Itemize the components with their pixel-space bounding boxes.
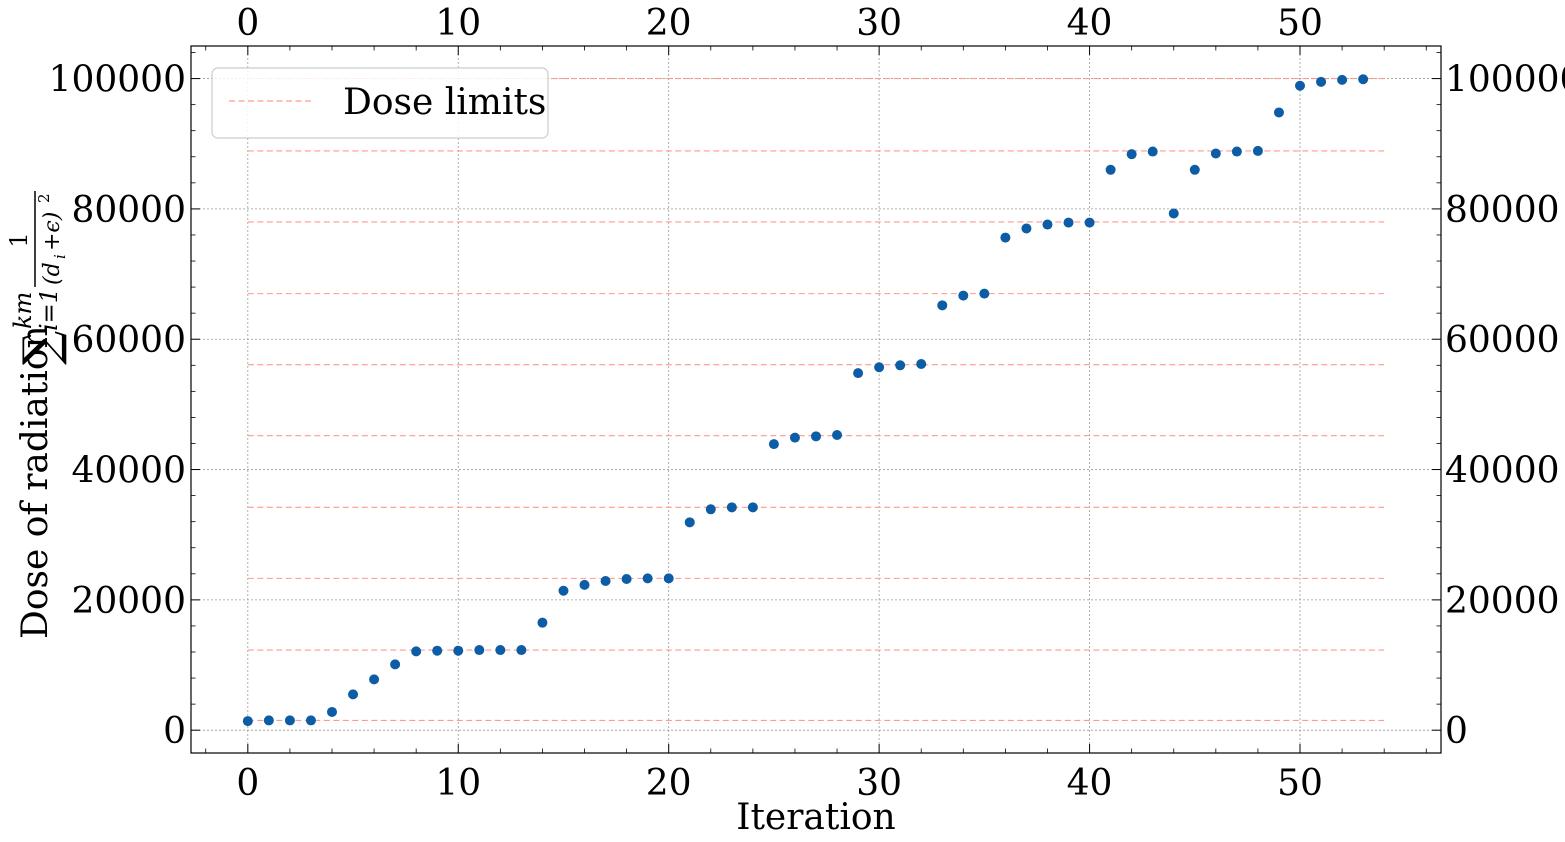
y-axis-fraction-denominator-sup: 2	[35, 193, 53, 203]
data-point	[1084, 217, 1095, 228]
y-tick-label-right: 80000	[1445, 190, 1560, 231]
data-point	[1231, 146, 1242, 157]
y-axis-sum-symbol: ∑	[13, 331, 69, 365]
data-point	[348, 689, 359, 700]
data-point	[726, 502, 737, 513]
data-point	[1358, 74, 1369, 85]
data-point	[832, 430, 843, 441]
data-point	[474, 645, 485, 656]
data-point	[284, 715, 295, 726]
data-point	[1189, 164, 1200, 175]
data-point	[747, 502, 758, 513]
data-point	[1168, 208, 1179, 219]
x-tick-label: 50	[1277, 763, 1323, 804]
data-point	[1063, 217, 1074, 228]
y-tick-label-right: 0	[1445, 711, 1468, 752]
data-point	[1042, 219, 1053, 230]
data-point	[1105, 164, 1116, 175]
data-point	[411, 646, 422, 657]
tick-labels: 0 0 10 10 20 20 30 30 40 40 50 50 0 0 20000 20000 40000 4…	[49, 3, 1565, 804]
y-tick-label-right: 40000	[1445, 451, 1560, 492]
plot-area	[191, 46, 1441, 753]
data-point	[853, 368, 864, 379]
data-point	[1210, 148, 1221, 159]
data-point	[1316, 76, 1327, 87]
data-point	[705, 504, 716, 515]
data-point	[305, 715, 316, 726]
y-tick-label: 60000	[71, 320, 186, 361]
data-point	[642, 573, 653, 584]
x-tick-label-top: 10	[435, 3, 481, 44]
data-point	[495, 645, 506, 656]
data-point	[789, 432, 800, 443]
data-point	[558, 585, 569, 596]
data-point	[874, 362, 885, 373]
plot-frame	[190, 45, 1442, 754]
x-tick-label: 10	[435, 763, 481, 804]
x-tick-label-top: 20	[646, 3, 692, 44]
data-point	[937, 300, 948, 311]
y-axis-fraction-numerator: 1	[5, 232, 33, 247]
x-tick-label-top: 30	[856, 3, 902, 44]
y-tick-label: 40000	[71, 451, 186, 492]
data-point	[895, 360, 906, 371]
data-point	[1252, 145, 1263, 156]
y-axis-fraction-denominator-rest: +ϵ)	[40, 212, 65, 251]
data-point	[958, 290, 969, 301]
data-points	[242, 74, 1369, 727]
data-point	[811, 431, 821, 442]
data-point	[1000, 232, 1011, 243]
x-tick-label: 40	[1067, 763, 1113, 804]
y-tick-label: 80000	[71, 190, 186, 231]
data-point	[1021, 223, 1032, 234]
y-axis-fraction-denominator-sub: i	[51, 254, 69, 259]
y-axis-fraction-denominator: (d	[40, 262, 65, 285]
data-point	[326, 706, 337, 717]
data-point	[621, 574, 632, 585]
data-point	[579, 579, 590, 590]
x-tick-label: 30	[856, 763, 902, 804]
data-point	[369, 674, 380, 685]
data-point	[979, 288, 990, 299]
data-point	[600, 575, 611, 586]
y-tick-label: 0	[163, 711, 186, 752]
data-point	[432, 645, 443, 656]
x-tick-label-top: 50	[1277, 3, 1323, 44]
data-point	[242, 716, 253, 727]
legend: Dose limits	[211, 67, 549, 139]
data-point	[263, 715, 274, 726]
y-tick-label: 20000	[71, 581, 186, 622]
y-tick-label: 100000	[49, 60, 186, 101]
data-point	[1337, 74, 1348, 85]
x-tick-label-top: 40	[1067, 3, 1113, 44]
y-axis-sum-lower: i=1	[35, 288, 63, 331]
data-point	[1126, 149, 1137, 160]
y-tick-label-right: 20000	[1445, 581, 1560, 622]
grid	[191, 46, 1441, 753]
data-point	[453, 645, 464, 656]
data-point	[1295, 80, 1306, 91]
data-point	[1273, 107, 1284, 118]
data-point	[684, 517, 695, 528]
data-point	[916, 358, 927, 369]
legend-box	[211, 67, 549, 139]
axis-ticks	[191, 46, 1441, 753]
data-point	[768, 439, 779, 450]
x-axis-title: Iteration	[736, 797, 896, 838]
data-point	[516, 645, 527, 656]
x-tick-label-top: 0	[236, 3, 259, 44]
y-axis-title-text: Dose of radiation	[15, 325, 56, 639]
y-axis-title: Dose of radiation ∑ km i=1 1 (d i +ϵ) 2	[5, 191, 69, 639]
x-tick-label: 20	[646, 763, 692, 804]
y-axis-sum-upper: km	[9, 292, 37, 329]
data-point	[537, 617, 548, 628]
x-tick-label: 0	[236, 763, 259, 804]
data-point	[663, 573, 674, 584]
data-point	[390, 659, 401, 670]
y-tick-label-right: 100000	[1445, 60, 1565, 101]
legend-label: Dose limits	[343, 82, 546, 123]
data-point	[1147, 146, 1158, 157]
y-tick-label-right: 60000	[1445, 320, 1560, 361]
